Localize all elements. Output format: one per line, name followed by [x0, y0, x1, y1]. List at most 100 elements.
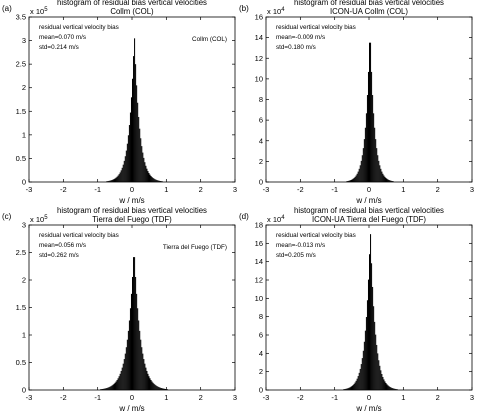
annotation-line: mean=-0.013 m/s — [276, 242, 325, 249]
y-tick-label: 3.5 — [16, 13, 26, 22]
histogram-bar — [106, 388, 108, 390]
histogram-bar — [115, 177, 117, 182]
histogram-bar — [163, 388, 165, 390]
histogram-bar — [139, 330, 141, 390]
histogram-bar — [371, 71, 373, 182]
panel-label: (c) — [2, 212, 12, 221]
y-axis-exponent: 4 — [281, 7, 285, 13]
histogram-bar — [135, 276, 137, 390]
y-tick-label: 1 — [22, 331, 26, 340]
histogram-bar — [159, 180, 161, 182]
annotation-line: mean=0.056 m/s — [39, 242, 86, 249]
histogram-bar — [134, 257, 136, 390]
annotation-line: std=0.180 m/s — [276, 44, 316, 51]
histogram-bar — [351, 385, 353, 390]
chart-subtitle: ICON-UA Tierra del Fuego (TDF) — [312, 215, 426, 224]
histogram-bar — [366, 95, 368, 182]
histogram-bar — [145, 165, 147, 182]
histogram-bar — [387, 385, 389, 390]
histogram-bar — [126, 339, 128, 390]
chart-subtitle: Tierra del Fuego (TDF) — [92, 215, 172, 224]
histogram-bar — [388, 386, 390, 390]
chart-title: histogram of residual bias vertical velo… — [294, 206, 444, 215]
histogram-bar — [104, 388, 106, 390]
histogram-bar — [127, 330, 129, 390]
annotation-line: residual vertical velocity bias — [276, 24, 356, 31]
x-tick-label: -3 — [26, 393, 33, 402]
histogram-bar — [107, 181, 109, 182]
histogram-bar — [146, 370, 148, 390]
histogram-bar — [142, 152, 144, 182]
histogram-bar — [127, 135, 129, 182]
x-tick-label: -1 — [331, 393, 338, 402]
histogram-bar — [126, 143, 128, 182]
histogram-bar — [344, 389, 346, 390]
histogram-bar — [364, 330, 366, 390]
y-tick-label: 0 — [259, 386, 263, 395]
y-tick-label: 3 — [22, 221, 26, 230]
histogram-bar — [365, 113, 367, 182]
histogram-bar — [391, 387, 393, 390]
histogram-bar — [367, 71, 369, 182]
histogram-bar — [354, 176, 356, 182]
histogram-bar — [156, 180, 158, 182]
histogram-bar — [141, 347, 143, 390]
y-tick-label: 2 — [259, 367, 263, 376]
histogram-bar — [119, 172, 121, 182]
histogram-bar — [385, 177, 387, 182]
histogram-bar — [164, 388, 166, 390]
histogram-bar — [129, 308, 131, 390]
y-tick-label: 2.5 — [16, 60, 26, 69]
annotation-line: mean=-0.009 m/s — [276, 34, 325, 41]
y-axis-multiplier: x 104 — [267, 7, 285, 16]
histogram-bar — [376, 148, 378, 182]
histogram-bar — [124, 156, 126, 182]
histogram-bar — [351, 179, 353, 182]
y-tick-label: 12 — [255, 276, 263, 285]
x-tick-label: -2 — [297, 393, 304, 402]
y-axis-exponent: 5 — [44, 215, 48, 221]
x-tick-label: 3 — [470, 393, 474, 402]
chart-subtitle: Collm (COL) — [110, 7, 154, 16]
histogram-bar — [103, 388, 105, 390]
y-tick-label: 1.5 — [16, 303, 26, 312]
histogram-bar — [107, 387, 109, 390]
annotation-line: std=0.262 m/s — [39, 252, 79, 259]
histogram-bar — [367, 279, 369, 390]
histogram-bar — [141, 146, 143, 182]
histogram-bar — [105, 388, 107, 390]
histogram-bar — [146, 168, 148, 182]
histogram-bar — [357, 171, 359, 182]
histogram-bar — [109, 386, 111, 390]
y-tick-label: 2 — [22, 83, 26, 92]
y-tick-label: 0 — [22, 178, 26, 187]
x-tick-label: 1 — [401, 393, 405, 402]
histogram-bar — [134, 38, 136, 182]
x-axis-label: w / m/s — [355, 196, 381, 205]
histogram-bar — [347, 181, 349, 182]
histogram-bar — [136, 85, 138, 182]
x-tick-label: 3 — [233, 185, 237, 194]
histogram-bar — [392, 388, 394, 390]
histogram-bar — [117, 378, 119, 390]
histogram-bar — [390, 180, 392, 182]
histogram-bar — [135, 64, 137, 182]
annotation-line: std=0.205 m/s — [276, 252, 316, 259]
histogram-bar — [354, 382, 356, 390]
histogram-bar — [140, 339, 142, 390]
histogram-bar — [102, 388, 104, 390]
histogram-bar — [139, 128, 141, 182]
histogram-bar — [352, 385, 354, 390]
histogram-bar — [369, 254, 371, 390]
chart-title: histogram of residual bias vertical velo… — [57, 206, 207, 215]
histogram-bar — [148, 173, 150, 182]
histogram-bar — [345, 388, 347, 390]
histogram-bar — [350, 386, 352, 390]
histogram-bar — [369, 42, 371, 183]
x-tick-label: 0 — [367, 393, 371, 402]
histogram-bar — [356, 378, 358, 390]
histogram-bar — [108, 387, 110, 390]
histogram-bar — [133, 257, 135, 390]
histogram-bar — [360, 364, 362, 390]
